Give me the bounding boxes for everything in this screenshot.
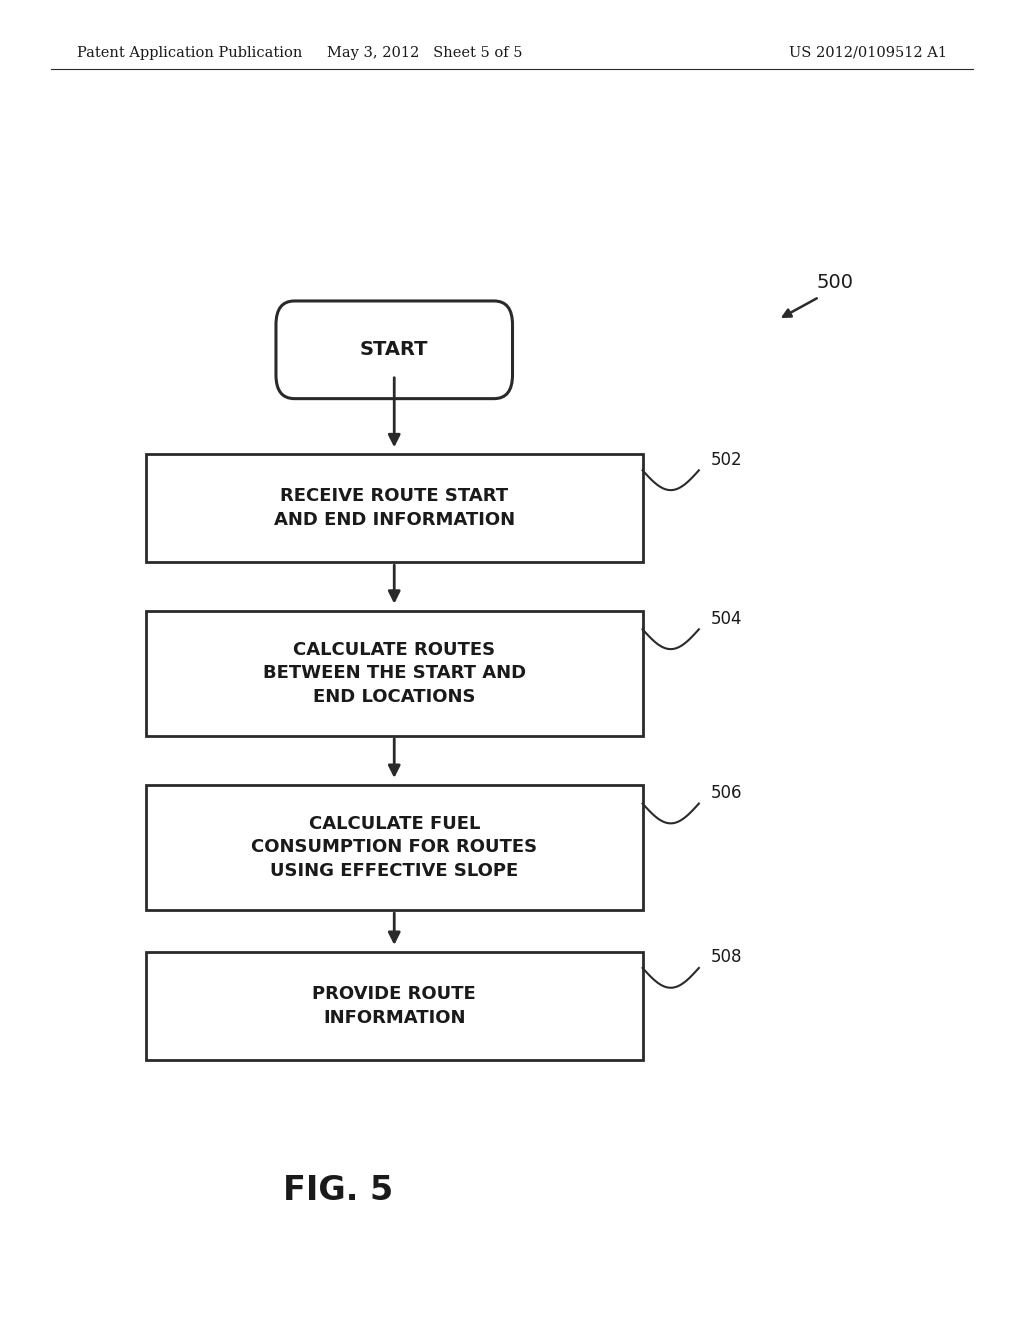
Text: May 3, 2012   Sheet 5 of 5: May 3, 2012 Sheet 5 of 5: [328, 46, 522, 59]
Text: CALCULATE FUEL
CONSUMPTION FOR ROUTES
USING EFFECTIVE SLOPE: CALCULATE FUEL CONSUMPTION FOR ROUTES US…: [251, 814, 538, 880]
FancyBboxPatch shape: [146, 784, 643, 911]
Text: START: START: [360, 341, 428, 359]
FancyBboxPatch shape: [275, 301, 512, 399]
Text: 506: 506: [711, 784, 742, 803]
FancyBboxPatch shape: [146, 952, 643, 1060]
Text: 500: 500: [816, 273, 853, 292]
Text: RECEIVE ROUTE START
AND END INFORMATION: RECEIVE ROUTE START AND END INFORMATION: [273, 487, 515, 529]
FancyBboxPatch shape: [146, 454, 643, 562]
Text: CALCULATE ROUTES
BETWEEN THE START AND
END LOCATIONS: CALCULATE ROUTES BETWEEN THE START AND E…: [263, 640, 525, 706]
Text: US 2012/0109512 A1: US 2012/0109512 A1: [790, 46, 947, 59]
Text: Patent Application Publication: Patent Application Publication: [77, 46, 302, 59]
Text: FIG. 5: FIG. 5: [283, 1175, 393, 1206]
Text: 502: 502: [711, 450, 742, 469]
Text: 504: 504: [711, 610, 742, 628]
Text: PROVIDE ROUTE
INFORMATION: PROVIDE ROUTE INFORMATION: [312, 985, 476, 1027]
Text: 508: 508: [711, 948, 742, 966]
FancyBboxPatch shape: [146, 610, 643, 737]
